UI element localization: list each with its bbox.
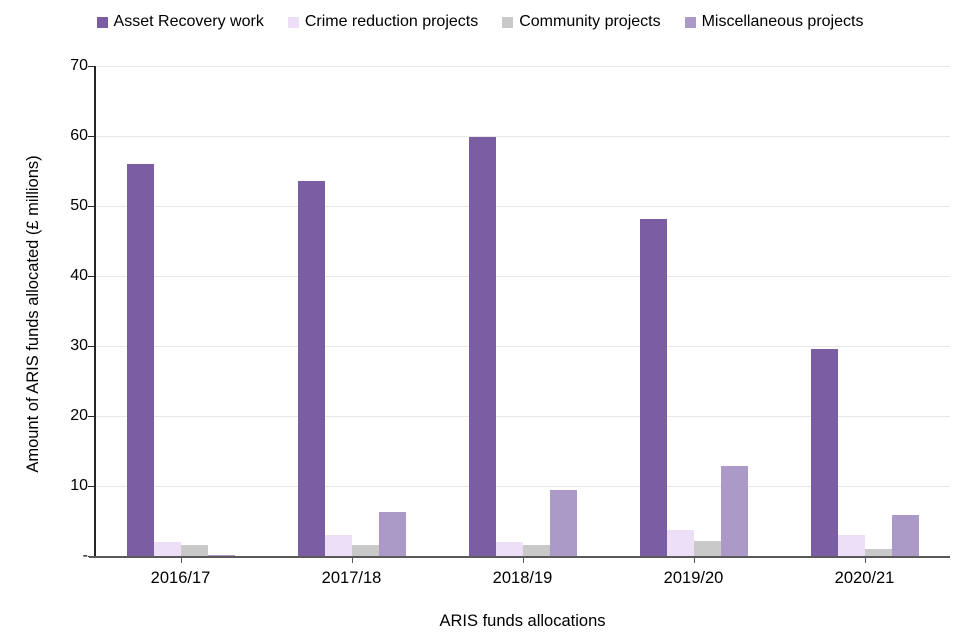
bar <box>549 490 577 556</box>
y-axis-tick <box>88 205 95 207</box>
y-axis-tick <box>88 275 95 277</box>
x-tick-label: 2017/18 <box>321 569 382 587</box>
legend-swatch-icon <box>287 16 299 28</box>
x-axis-title: ARIS funds allocations <box>439 612 606 630</box>
bar <box>153 542 181 556</box>
bar <box>864 549 892 556</box>
y-axis-tick <box>88 415 95 417</box>
bar <box>666 530 694 556</box>
bar <box>468 137 496 556</box>
bar <box>810 349 838 556</box>
x-axis-line <box>89 556 950 558</box>
legend-label: Miscellaneous projects <box>701 13 864 30</box>
bar <box>324 535 352 556</box>
bar <box>639 219 667 556</box>
legend-label: Community projects <box>519 13 661 30</box>
legend-label: Crime reduction projects <box>304 13 479 30</box>
gridline <box>95 415 950 417</box>
bar <box>126 164 154 556</box>
legend-label: Asset Recovery work <box>113 13 264 30</box>
x-tick-label: 2016/17 <box>150 569 211 587</box>
y-axis-tick <box>88 135 95 137</box>
bar <box>495 542 523 556</box>
legend-item-crime-reduction: Crime reduction projects <box>287 13 479 30</box>
gridline <box>95 345 950 347</box>
gridline <box>95 135 950 137</box>
gridline <box>95 275 950 277</box>
y-tick-label: 20 <box>70 407 88 424</box>
bar-group <box>437 137 608 556</box>
y-tick-label: 10 <box>70 477 88 494</box>
x-axis-tick <box>180 558 182 563</box>
legend-swatch-icon <box>502 16 514 28</box>
x-tick-label: 2018/19 <box>492 569 553 587</box>
y-axis-tick <box>88 65 95 67</box>
bar <box>351 545 379 556</box>
bar <box>207 555 235 556</box>
y-tick-label: 30 <box>70 337 88 354</box>
y-tick-label: - <box>82 547 88 564</box>
y-tick-label: 70 <box>70 57 88 74</box>
gridline <box>95 485 950 487</box>
legend-item-community: Community projects <box>502 13 661 30</box>
bar <box>180 545 208 556</box>
x-axis-tick <box>864 558 866 563</box>
legend: Asset Recovery work Crime reduction proj… <box>0 10 960 34</box>
x-axis-tick <box>522 558 524 563</box>
y-tick-label: 50 <box>70 197 88 214</box>
y-axis-tick <box>88 485 95 487</box>
gridline <box>95 205 950 207</box>
bar-group <box>95 164 266 556</box>
x-tick-label: 2019/20 <box>663 569 724 587</box>
bar <box>522 545 550 556</box>
bar-group <box>266 181 437 556</box>
x-tick-label: 2020/21 <box>834 569 895 587</box>
bar <box>837 535 865 556</box>
legend-swatch-icon <box>684 16 696 28</box>
y-tick-label: 60 <box>70 127 88 144</box>
gridline <box>95 65 950 67</box>
y-axis-line <box>94 66 96 558</box>
y-axis-tick <box>88 345 95 347</box>
plot-area: - 10 20 30 40 50 60 70 2016/17 2017/18 2018/19 2019… <box>70 58 950 587</box>
bar-group <box>608 219 779 556</box>
x-axis-tick <box>351 558 353 563</box>
x-axis-tick <box>693 558 695 563</box>
bar <box>720 466 748 556</box>
bar <box>693 541 721 556</box>
bar <box>891 515 919 556</box>
legend-item-miscellaneous: Miscellaneous projects <box>684 13 864 30</box>
legend-swatch-icon <box>96 16 108 28</box>
bar <box>297 181 325 556</box>
bar <box>378 512 406 556</box>
bar-group <box>779 349 950 556</box>
y-tick-label: 40 <box>70 267 88 284</box>
legend-item-asset-recovery: Asset Recovery work <box>96 13 264 30</box>
